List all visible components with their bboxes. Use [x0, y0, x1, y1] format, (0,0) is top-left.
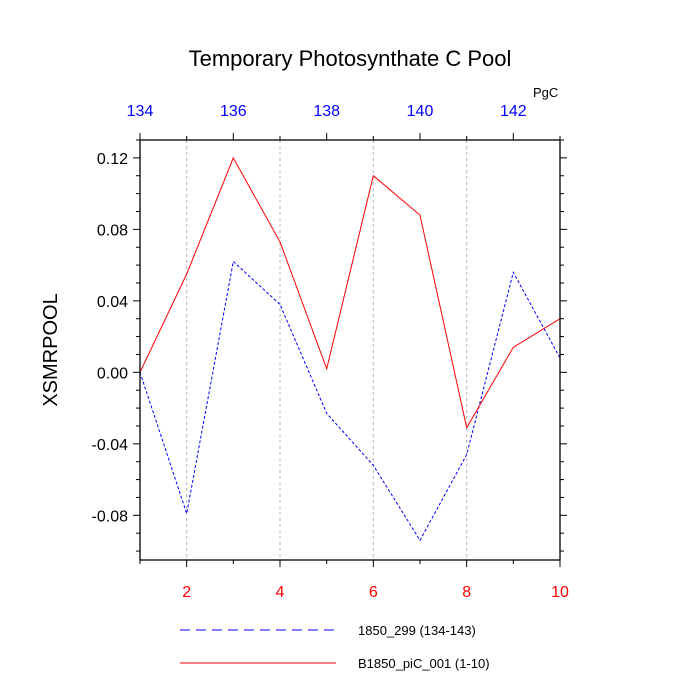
x-top-tick-label: 134: [127, 103, 154, 120]
series-layer: [139, 156, 561, 542]
axes: -0.08 -0.04 0.00 0.04 0.08 0.12 2 4 6 8 10 134 136 13…: [92, 103, 569, 601]
x-top-tick-label: 142: [500, 103, 527, 120]
y-tick-label: 0.08: [97, 222, 128, 239]
series-line-1: [139, 260, 561, 542]
chart-title: Temporary Photosynthate C Pool: [189, 46, 512, 71]
plot-frame: [139, 139, 561, 561]
y-tick-label: 0.04: [97, 294, 128, 311]
series-line-2: [139, 156, 561, 430]
legend-label-2: B1850_piC_001 (1-10): [358, 656, 490, 671]
y-tick-label: 0.00: [97, 365, 128, 382]
x-bottom-tick-label: 4: [276, 584, 285, 601]
grid: [186, 140, 468, 560]
x-bottom-tick-label: 8: [462, 584, 471, 601]
y-tick-label: 0.12: [97, 151, 128, 168]
legend-label-1: 1850_299 (134-143): [358, 623, 476, 638]
x-bottom-tick-label: 10: [551, 584, 569, 601]
units-label: PgC: [533, 85, 558, 100]
y-axis-label: XSMRPOOL: [40, 293, 62, 406]
y-tick-label: -0.04: [92, 437, 129, 454]
legend: 1850_299 (134-143) B1850_piC_001 (1-10): [180, 623, 490, 671]
x-bottom-tick-label: 2: [182, 584, 191, 601]
y-tick-label: -0.08: [92, 508, 129, 525]
x-top-tick-label: 140: [407, 103, 434, 120]
x-bottom-tick-label: 6: [369, 584, 378, 601]
x-top-tick-label: 138: [313, 103, 340, 120]
x-top-tick-label: 136: [220, 103, 247, 120]
